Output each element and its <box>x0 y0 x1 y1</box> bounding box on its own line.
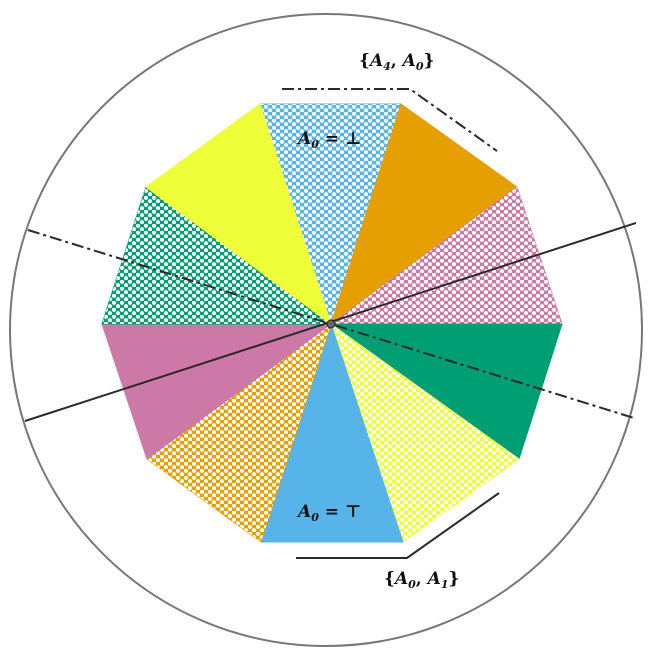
sector-bottom-left-dots <box>147 324 331 542</box>
label-pair-a4-a0: {A4, A0} <box>359 51 434 73</box>
center-point <box>326 319 336 329</box>
sector-upper-right-dots <box>331 187 562 324</box>
label-a0-bottom-value: A0 = ⊥ <box>296 129 361 151</box>
decagon-sectors <box>101 103 563 543</box>
sector-upper-left-dots <box>102 187 331 324</box>
sector-top-dots <box>260 104 401 324</box>
sector-top-left <box>145 103 332 326</box>
bottom-bracket-line <box>296 492 500 559</box>
label-pair-a0-a1: {A0, A1} <box>384 569 459 591</box>
outer-circle <box>9 13 643 647</box>
label-a0-top-value: A0 = ⊤ <box>296 502 361 524</box>
sector-bottom-right-dots <box>331 324 519 542</box>
